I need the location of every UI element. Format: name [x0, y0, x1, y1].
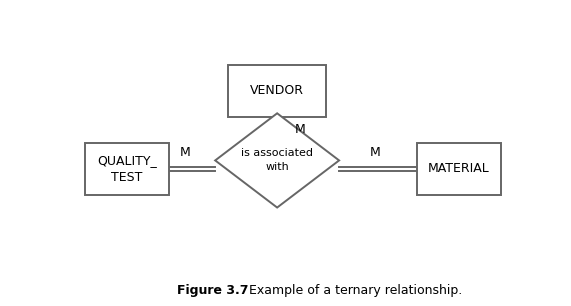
Text: is associated
with: is associated with	[241, 148, 313, 172]
Text: Figure 3.7: Figure 3.7	[177, 284, 248, 297]
Text: M: M	[295, 123, 305, 136]
Text: M: M	[180, 146, 191, 159]
Bar	[228, 65, 326, 117]
Bar	[85, 143, 169, 195]
Text: VENDOR: VENDOR	[250, 84, 304, 97]
Text: Example of a ternary relationship.: Example of a ternary relationship.	[237, 284, 462, 297]
Text: QUALITY_
TEST: QUALITY_ TEST	[97, 154, 156, 184]
Bar	[416, 143, 501, 195]
Text: M: M	[370, 146, 381, 159]
Text: MATERIAL: MATERIAL	[428, 162, 489, 175]
Polygon shape	[215, 113, 339, 207]
